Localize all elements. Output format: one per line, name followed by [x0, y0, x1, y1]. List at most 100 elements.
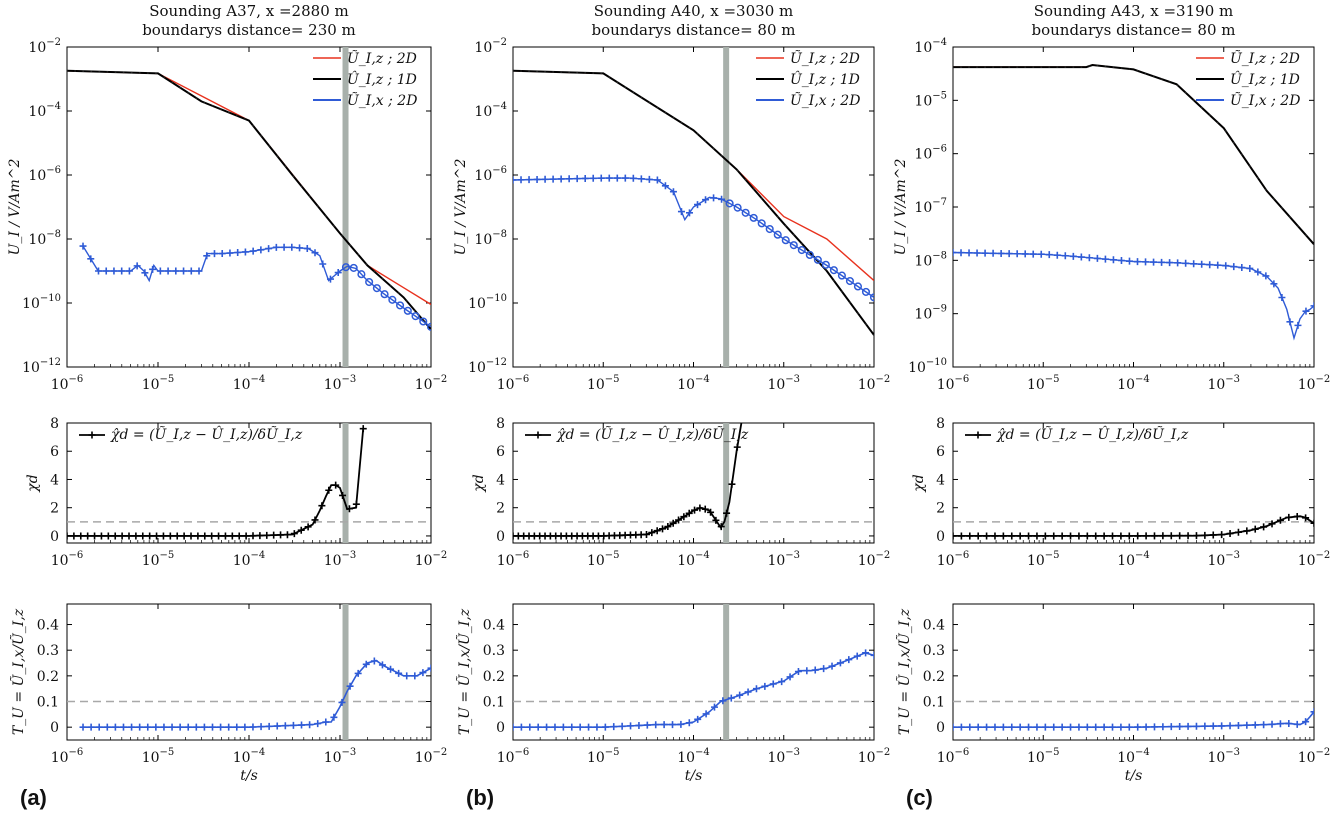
data-point	[1096, 64, 1099, 67]
data-point	[1238, 264, 1246, 272]
data-point	[701, 505, 709, 513]
data-point	[797, 246, 806, 255]
data-point	[280, 243, 288, 251]
data-point	[526, 723, 534, 731]
data-point	[976, 66, 978, 68]
data-point	[1058, 532, 1066, 540]
x-axis-label: t/s	[1125, 768, 1143, 784]
data-point	[1230, 263, 1238, 271]
data-point	[203, 252, 211, 260]
data-point	[130, 71, 133, 74]
tu-plot: 10−6 10−5 10−4 10−3 10−2 0 0.1 0.2 0.3 0.4 T_U = Ũ…	[895, 603, 1330, 766]
data-point	[593, 723, 601, 731]
data-point	[592, 72, 595, 74]
data-point	[1041, 532, 1049, 540]
data-point	[297, 526, 305, 534]
data-point	[1144, 72, 1147, 75]
data-point	[983, 532, 991, 540]
data-point	[997, 249, 1005, 257]
data-point	[635, 721, 643, 729]
data-point	[533, 175, 541, 183]
data-point	[773, 230, 782, 239]
boundary-band	[342, 423, 349, 543]
x-tick-label: 10−2	[858, 747, 891, 766]
data-point	[813, 255, 822, 264]
data-point	[1117, 532, 1125, 540]
data-point	[427, 664, 431, 672]
data-point	[1248, 165, 1251, 168]
data-point	[319, 260, 327, 268]
data-point	[341, 234, 343, 237]
data-point	[1246, 264, 1254, 272]
data-point	[200, 723, 208, 731]
y-axis-label: U_I / V/Am^2	[7, 159, 23, 256]
data-point	[645, 175, 653, 183]
data-point	[652, 721, 660, 729]
data-point	[1262, 272, 1270, 280]
data-point	[1008, 532, 1016, 540]
data-point	[541, 175, 549, 183]
data-point	[156, 267, 164, 275]
data-point	[88, 431, 96, 439]
data-point	[1256, 176, 1259, 179]
data-point	[411, 672, 419, 680]
data-point	[694, 201, 702, 209]
data-point	[1021, 250, 1029, 258]
data-point	[1218, 531, 1226, 539]
data-point	[114, 71, 117, 74]
data-point	[1092, 532, 1100, 540]
data-point	[733, 203, 742, 212]
x-tick-label: 10−2	[1298, 550, 1331, 569]
y-tick-label: 6	[50, 444, 59, 460]
y-tick-label: 2	[496, 501, 505, 517]
x-tick-label: 10−3	[767, 374, 800, 393]
series-group	[513, 604, 874, 740]
data-point	[862, 649, 870, 657]
data-point	[104, 532, 112, 540]
data-point	[800, 242, 803, 245]
data-point	[702, 710, 710, 718]
data-point	[138, 71, 141, 74]
data-point	[125, 532, 133, 540]
y-tick-label: 10−12	[22, 357, 61, 376]
y-tick-label: 6	[936, 444, 945, 460]
data-point	[1222, 262, 1230, 270]
legend-entry: Û_I,z ; 1D	[790, 70, 860, 88]
data-point	[203, 101, 206, 104]
data-point	[616, 81, 619, 84]
data-point	[333, 225, 335, 227]
data-point	[1117, 256, 1125, 264]
panel-title: Sounding A37, x =2880 m	[149, 2, 348, 20]
data-point	[720, 154, 723, 157]
data-point	[413, 309, 416, 312]
x-tick-label: 10−5	[587, 747, 620, 766]
data-point	[1192, 722, 1200, 730]
data-point	[717, 523, 725, 531]
x-tick-label: 10−2	[1298, 374, 1331, 393]
data-point	[164, 267, 172, 275]
data-point	[118, 532, 126, 540]
data-point	[618, 722, 626, 730]
boundary-band	[342, 47, 349, 367]
y-tick-label: 10−7	[914, 197, 947, 216]
data-point	[1142, 723, 1150, 731]
y-tick-label: 0.1	[483, 695, 505, 711]
data-point	[536, 70, 538, 73]
data-point	[396, 301, 405, 310]
data-point	[829, 266, 838, 275]
data-point	[300, 185, 303, 188]
data-point	[1226, 530, 1234, 538]
data-point	[1272, 198, 1275, 200]
x-tick-label: 10−6	[497, 550, 530, 569]
data-point	[1064, 66, 1067, 68]
data-point	[661, 182, 669, 190]
data-point	[824, 269, 827, 271]
data-point	[149, 265, 157, 273]
data-point	[789, 241, 798, 250]
top-plot: 10−6 10−5 10−4 10−3 10−2 10−10 10−9 10−8 10−7 10−…	[893, 37, 1330, 393]
data-point	[339, 491, 347, 499]
data-point	[1037, 250, 1045, 258]
data-point	[805, 250, 814, 260]
data-point	[1192, 532, 1200, 540]
data-point	[1243, 527, 1251, 535]
